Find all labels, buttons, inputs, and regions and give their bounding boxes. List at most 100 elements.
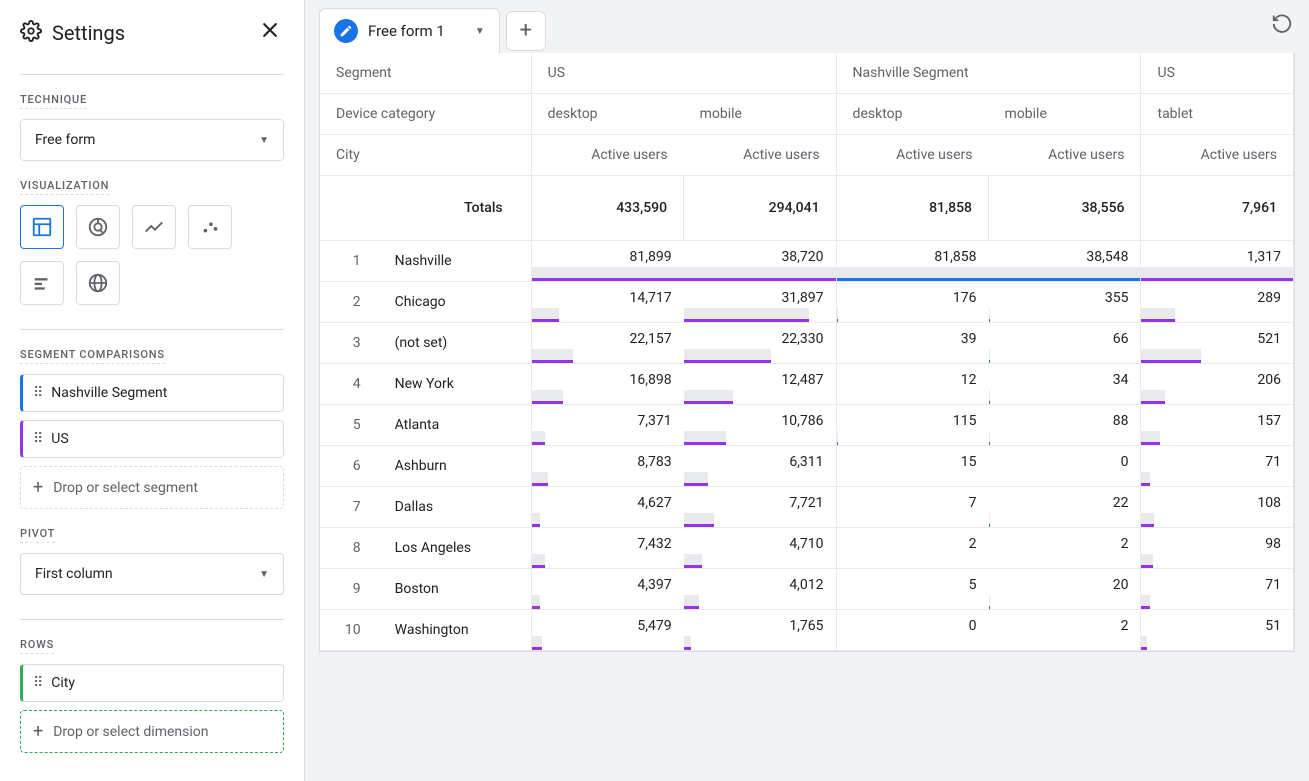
close-icon[interactable] <box>256 16 284 50</box>
plus-icon: + <box>33 721 43 742</box>
totals-cell: 38,556 <box>989 176 1141 241</box>
dimension-header-label: City <box>320 135 531 176</box>
data-cell: 7,432 <box>531 528 683 569</box>
row-index: 2 <box>320 282 379 323</box>
row-chip-city[interactable]: ⠿ City <box>20 664 284 702</box>
segment-header: US <box>1141 53 1294 94</box>
data-cell: 7,371 <box>531 405 683 446</box>
table-body: Totals433,590294,04181,85838,5567,9611Na… <box>320 176 1294 651</box>
device-header: mobile <box>684 94 836 135</box>
viz-line-button[interactable] <box>132 205 176 249</box>
data-cell: 38,720 <box>684 241 836 282</box>
city-cell: Atlanta <box>379 405 531 446</box>
data-cell: 289 <box>1141 282 1294 323</box>
totals-cell: 81,858 <box>836 176 988 241</box>
gear-icon <box>20 20 42 46</box>
table-row[interactable]: 5Atlanta7,37110,78611588157 <box>320 405 1294 446</box>
segment-header: US <box>531 53 836 94</box>
data-cell: 31,897 <box>684 282 836 323</box>
row-index: 4 <box>320 364 379 405</box>
data-cell: 206 <box>1141 364 1294 405</box>
row-index: 10 <box>320 610 379 651</box>
city-cell: Dallas <box>379 487 531 528</box>
data-cell: 66 <box>989 323 1141 364</box>
metric-header: Active users <box>684 135 836 176</box>
sidebar-title: Settings <box>52 21 125 45</box>
drop-zone-label: Drop or select segment <box>53 480 198 496</box>
data-cell: 521 <box>1141 323 1294 364</box>
totals-cell: 7,961 <box>1141 176 1294 241</box>
totals-cell: 433,590 <box>531 176 683 241</box>
data-cell: 2 <box>989 528 1141 569</box>
segment-chip-us[interactable]: ⠿ US <box>20 420 284 458</box>
viz-table-button[interactable] <box>20 205 64 249</box>
data-cell: 12 <box>836 364 988 405</box>
segment-chip-label: Nashville Segment <box>51 385 167 401</box>
table-row[interactable]: 9Boston4,3974,01252071 <box>320 569 1294 610</box>
table-row[interactable]: 10Washington5,4791,7650251 <box>320 610 1294 651</box>
data-cell: 98 <box>1141 528 1294 569</box>
data-cell: 115 <box>836 405 988 446</box>
data-cell: 176 <box>836 282 988 323</box>
technique-select[interactable]: Free form ▼ <box>20 119 284 161</box>
table-row[interactable]: 1Nashville81,89938,72081,85838,5481,317 <box>320 241 1294 282</box>
pivot-select[interactable]: First column ▼ <box>20 553 284 595</box>
data-cell: 5 <box>836 569 988 610</box>
tab-freeform[interactable]: Free form 1 ▼ <box>319 8 500 53</box>
data-cell: 6,311 <box>684 446 836 487</box>
data-cell: 355 <box>989 282 1141 323</box>
table-row[interactable]: 7Dallas4,6277,721722108 <box>320 487 1294 528</box>
data-cell: 0 <box>989 446 1141 487</box>
pivot-label: PIVOT <box>20 527 55 543</box>
table-row[interactable]: 6Ashburn8,7836,31115071 <box>320 446 1294 487</box>
city-cell: Boston <box>379 569 531 610</box>
undo-button[interactable] <box>1271 12 1293 38</box>
data-cell: 14,717 <box>531 282 683 323</box>
viz-scatter-button[interactable] <box>188 205 232 249</box>
segment-drop-zone[interactable]: + Drop or select segment <box>20 466 284 509</box>
viz-donut-button[interactable] <box>76 205 120 249</box>
chevron-down-icon: ▼ <box>475 26 485 37</box>
table-row[interactable]: 8Los Angeles7,4324,7102298 <box>320 528 1294 569</box>
table-row[interactable]: 2Chicago14,71731,897176355289 <box>320 282 1294 323</box>
metric-header: Active users <box>1141 135 1294 176</box>
new-tab-button[interactable]: + <box>506 11 546 51</box>
device-header-label: Device category <box>320 94 531 135</box>
data-cell: 20 <box>989 569 1141 610</box>
table-row[interactable]: 3(not set)22,15722,3303966521 <box>320 323 1294 364</box>
data-cell: 7,721 <box>684 487 836 528</box>
drag-handle-icon: ⠿ <box>33 432 41 446</box>
segment-chip-nashville[interactable]: ⠿ Nashville Segment <box>20 374 284 412</box>
rows-drop-zone[interactable]: + Drop or select dimension <box>20 710 284 753</box>
row-index: 3 <box>320 323 379 364</box>
city-cell: Los Angeles <box>379 528 531 569</box>
chevron-down-icon: ▼ <box>259 135 269 146</box>
data-cell: 108 <box>1141 487 1294 528</box>
data-cell: 2 <box>989 610 1141 651</box>
data-cell: 4,397 <box>531 569 683 610</box>
city-cell: Chicago <box>379 282 531 323</box>
row-index: 8 <box>320 528 379 569</box>
data-cell: 22 <box>989 487 1141 528</box>
device-header: desktop <box>836 94 988 135</box>
viz-bar-button[interactable] <box>20 261 64 305</box>
data-cell: 5,479 <box>531 610 683 651</box>
row-index: 5 <box>320 405 379 446</box>
plus-icon: + <box>33 477 43 498</box>
table-header: SegmentUSNashville SegmentUS Device cate… <box>320 53 1294 176</box>
data-table-container: SegmentUSNashville SegmentUS Device cate… <box>319 53 1295 652</box>
data-cell: 34 <box>989 364 1141 405</box>
data-cell: 8,783 <box>531 446 683 487</box>
data-cell: 12,487 <box>684 364 836 405</box>
data-cell: 71 <box>1141 569 1294 610</box>
metric-header: Active users <box>836 135 988 176</box>
row-index: 7 <box>320 487 379 528</box>
city-cell: New York <box>379 364 531 405</box>
data-cell: 22,330 <box>684 323 836 364</box>
drag-handle-icon: ⠿ <box>33 676 41 690</box>
city-cell: (not set) <box>379 323 531 364</box>
viz-geo-button[interactable] <box>76 261 120 305</box>
data-cell: 88 <box>989 405 1141 446</box>
table-row[interactable]: 4New York16,89812,4871234206 <box>320 364 1294 405</box>
data-cell: 81,899 <box>531 241 683 282</box>
